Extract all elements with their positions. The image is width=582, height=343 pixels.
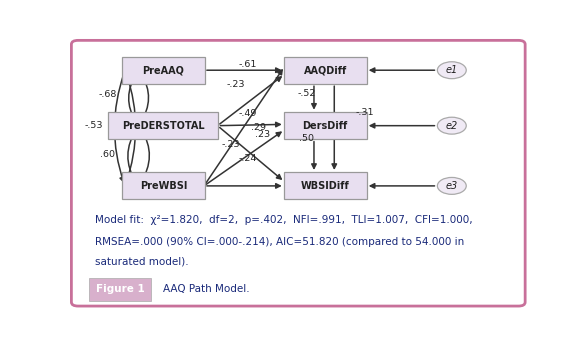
Text: AAQ Path Model.: AAQ Path Model. [163, 284, 250, 294]
Text: -.24: -.24 [239, 154, 257, 163]
FancyBboxPatch shape [284, 57, 367, 84]
Text: PreAAQ: PreAAQ [143, 65, 184, 75]
FancyBboxPatch shape [122, 172, 205, 200]
Text: WBSIDiff: WBSIDiff [301, 181, 350, 191]
Text: saturated model).: saturated model). [95, 257, 189, 267]
Text: e1: e1 [446, 65, 458, 75]
Text: .29: .29 [251, 123, 267, 132]
Text: -.53: -.53 [85, 121, 104, 130]
Text: .60: .60 [100, 151, 115, 159]
Circle shape [438, 117, 466, 134]
Text: DersDiff: DersDiff [303, 121, 348, 131]
FancyBboxPatch shape [284, 112, 367, 139]
Text: -.52: -.52 [297, 90, 316, 98]
Text: PreDERSTOTAL: PreDERSTOTAL [122, 121, 205, 131]
Text: -.49: -.49 [239, 109, 257, 118]
FancyBboxPatch shape [90, 278, 151, 301]
FancyBboxPatch shape [122, 57, 205, 84]
FancyBboxPatch shape [72, 40, 525, 306]
Text: .23: .23 [255, 130, 271, 139]
Text: -.68: -.68 [98, 90, 116, 99]
Text: .50: .50 [299, 134, 314, 143]
Text: Model fit:  χ²=1.820,  df=2,  p=.402,  NFI=.991,  TLI=1.007,  CFI=1.000,: Model fit: χ²=1.820, df=2, p=.402, NFI=.… [95, 215, 473, 225]
FancyBboxPatch shape [284, 172, 367, 200]
Text: -.31: -.31 [356, 108, 374, 118]
Text: -.23: -.23 [227, 80, 245, 89]
Circle shape [438, 62, 466, 79]
FancyBboxPatch shape [108, 112, 218, 139]
Text: AAQDiff: AAQDiff [304, 65, 347, 75]
Text: e3: e3 [446, 181, 458, 191]
Text: e2: e2 [446, 121, 458, 131]
Circle shape [438, 177, 466, 194]
Text: RMSEA=.000 (90% CI=.000-.214), AIC=51.820 (compared to 54.000 in: RMSEA=.000 (90% CI=.000-.214), AIC=51.82… [95, 237, 464, 247]
Text: PreWBSI: PreWBSI [140, 181, 187, 191]
Text: -.61: -.61 [239, 60, 257, 69]
Text: -.23: -.23 [222, 140, 240, 149]
Text: Figure 1: Figure 1 [95, 284, 144, 294]
